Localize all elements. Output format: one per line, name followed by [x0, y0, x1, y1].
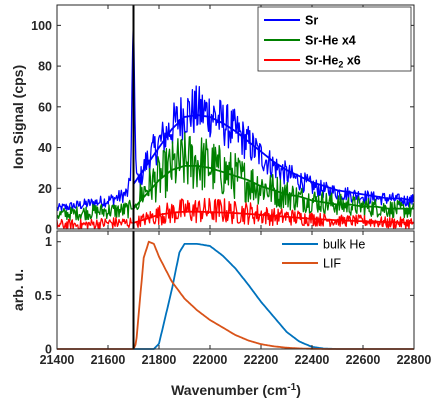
- top-y-axis-label: Ion Signal (cps): [10, 65, 26, 169]
- x-axis-label-tail: ): [296, 382, 301, 398]
- y-tick-label: 100: [31, 19, 52, 33]
- x-tick-label: 21800: [142, 353, 177, 367]
- series-line-sr-he-x4: [56, 132, 415, 221]
- series-line-sr-he2-fit: [133, 210, 414, 224]
- top-plot-frame: [56, 4, 415, 230]
- top-legend: Sr Sr-He x4 Sr-He2 x6: [257, 6, 412, 72]
- series-line-sr-he-fit: [132, 164, 414, 210]
- bottom-plot-frame: [56, 230, 415, 350]
- x-tick-label: 21400: [40, 353, 75, 367]
- y-tick-label: 60: [38, 100, 52, 114]
- top-panel: 0 20 40 60 80 100 Ion Signal (cps) Sr Sr-He x…: [10, 4, 415, 237]
- bottom-y-axis-label: arb. u.: [10, 269, 26, 311]
- bottom-legend: bulk He LIF: [282, 238, 365, 271]
- y-tick-label: 0: [45, 223, 52, 237]
- x-axis-label-sup: -1: [287, 382, 296, 393]
- y-tick-label: 0: [45, 343, 52, 357]
- bottom-plot-area: [57, 231, 414, 349]
- y-tick-label: 40: [38, 141, 52, 155]
- x-tick-label: 22800: [397, 353, 432, 367]
- legend-label-sr-he2-tail: x6: [343, 54, 360, 68]
- legend-label-sr: Sr: [305, 14, 318, 28]
- y-tick-label: 1: [45, 235, 52, 249]
- bottom-panel: 21400 21600 21800 22000 22200 22400 22600 22800…: [10, 230, 432, 398]
- legend-label-sr-he2: Sr-He2 x6: [305, 54, 361, 70]
- y-tick-label: 20: [38, 182, 52, 196]
- top-series-group: [56, 16, 415, 230]
- bottom-axis-ticks: 21400 21600 21800 22000 22200 22400 22600 22800…: [35, 231, 432, 367]
- x-tick-label: 22200: [244, 353, 279, 367]
- legend-label-sr-he2-main: Sr-He: [305, 54, 338, 68]
- legend-label-lif: LIF: [323, 257, 341, 271]
- legend-label-sr-he: Sr-He x4: [305, 34, 356, 48]
- series-line-sr: [56, 16, 415, 212]
- legend-label-bulk-he: bulk He: [323, 238, 365, 252]
- x-tick-label: 22600: [346, 353, 381, 367]
- series-line-sr-he2-x6: [56, 197, 415, 230]
- x-tick-label: 21600: [91, 353, 126, 367]
- y-tick-label: 0.5: [35, 289, 52, 303]
- x-tick-label: 22400: [295, 353, 330, 367]
- y-tick-label: 80: [38, 60, 52, 74]
- series-line-sr-fit: [132, 114, 415, 202]
- legend-label-sr-he2-sub: 2: [338, 60, 343, 70]
- x-axis-label: Wavenumber (cm-1): [171, 382, 301, 398]
- x-axis-label-main: Wavenumber (cm: [171, 382, 287, 398]
- x-tick-label: 22000: [193, 353, 228, 367]
